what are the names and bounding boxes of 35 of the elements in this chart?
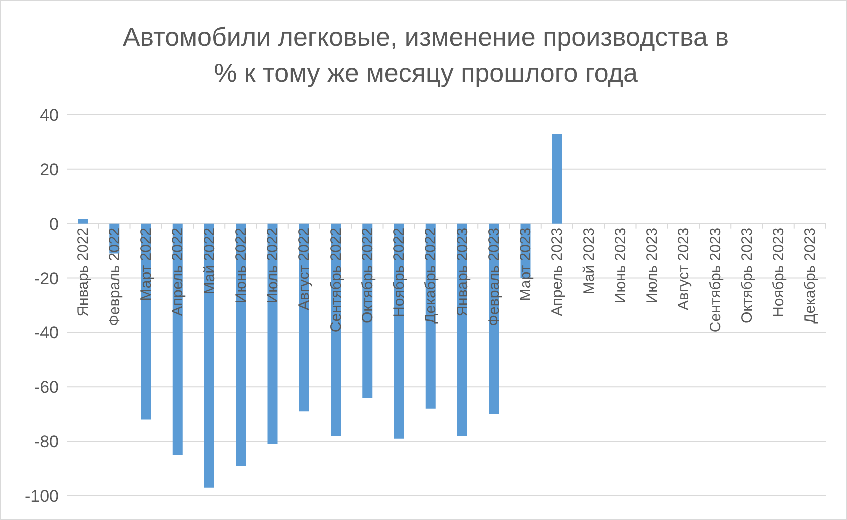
- y-tick-label: -40: [34, 324, 59, 343]
- x-tick-label: Февраль 2023: [486, 228, 503, 326]
- y-tick-label: -80: [34, 432, 59, 452]
- y-tick-label: 20: [40, 160, 59, 180]
- x-tick-label: Март 2023: [518, 228, 535, 302]
- x-tick-label: Август 2023: [676, 228, 693, 311]
- y-tick-label: -60: [34, 378, 59, 398]
- x-tick-label: Июль 2023: [644, 228, 662, 304]
- y-tick-label: -100: [24, 487, 59, 506]
- x-tick-label: Апрель 2022: [170, 228, 187, 316]
- x-tick-label: Октябрь 2023: [738, 228, 756, 324]
- x-tick-label: Апрель 2023: [549, 228, 566, 316]
- x-tick-label: Ноябрь 2023: [770, 228, 788, 318]
- chart-title: Автомобили легковые, изменение производства в % к тому же месяцу прошлого года: [122, 21, 730, 90]
- x-tick-label: Май 2022: [201, 228, 218, 295]
- y-tick-label: 0: [50, 214, 59, 234]
- x-tick-label: Август 2022: [296, 228, 314, 311]
- bar: [78, 220, 88, 224]
- x-tick-label: Март 2022: [138, 228, 156, 302]
- bar: [552, 134, 562, 224]
- x-tick-label: Январь 2022: [74, 228, 92, 317]
- x-tick-label: Февраль 2022: [106, 228, 124, 326]
- x-tick-label: Сентябрь 2022: [328, 228, 345, 333]
- x-tick-label: Июнь 2022: [232, 228, 250, 304]
- x-tick-label: Май 2023: [580, 228, 598, 295]
- x-tick-label: Декабрь 2022: [422, 228, 440, 324]
- x-tick-label: Октябрь 2022: [359, 228, 376, 324]
- y-tick-label: -20: [34, 269, 59, 288]
- x-tick-label: Ноябрь 2022: [391, 228, 408, 318]
- x-tick-label: Январь 2023: [454, 228, 472, 317]
- x-tick-label: Июнь 2023: [612, 228, 630, 304]
- y-tick-label: 40: [40, 106, 59, 126]
- x-tick-label: Декабрь 2023: [802, 228, 820, 324]
- x-tick-label: Июль 2022: [264, 228, 282, 304]
- x-tick-label: Сентябрь 2023: [707, 228, 724, 333]
